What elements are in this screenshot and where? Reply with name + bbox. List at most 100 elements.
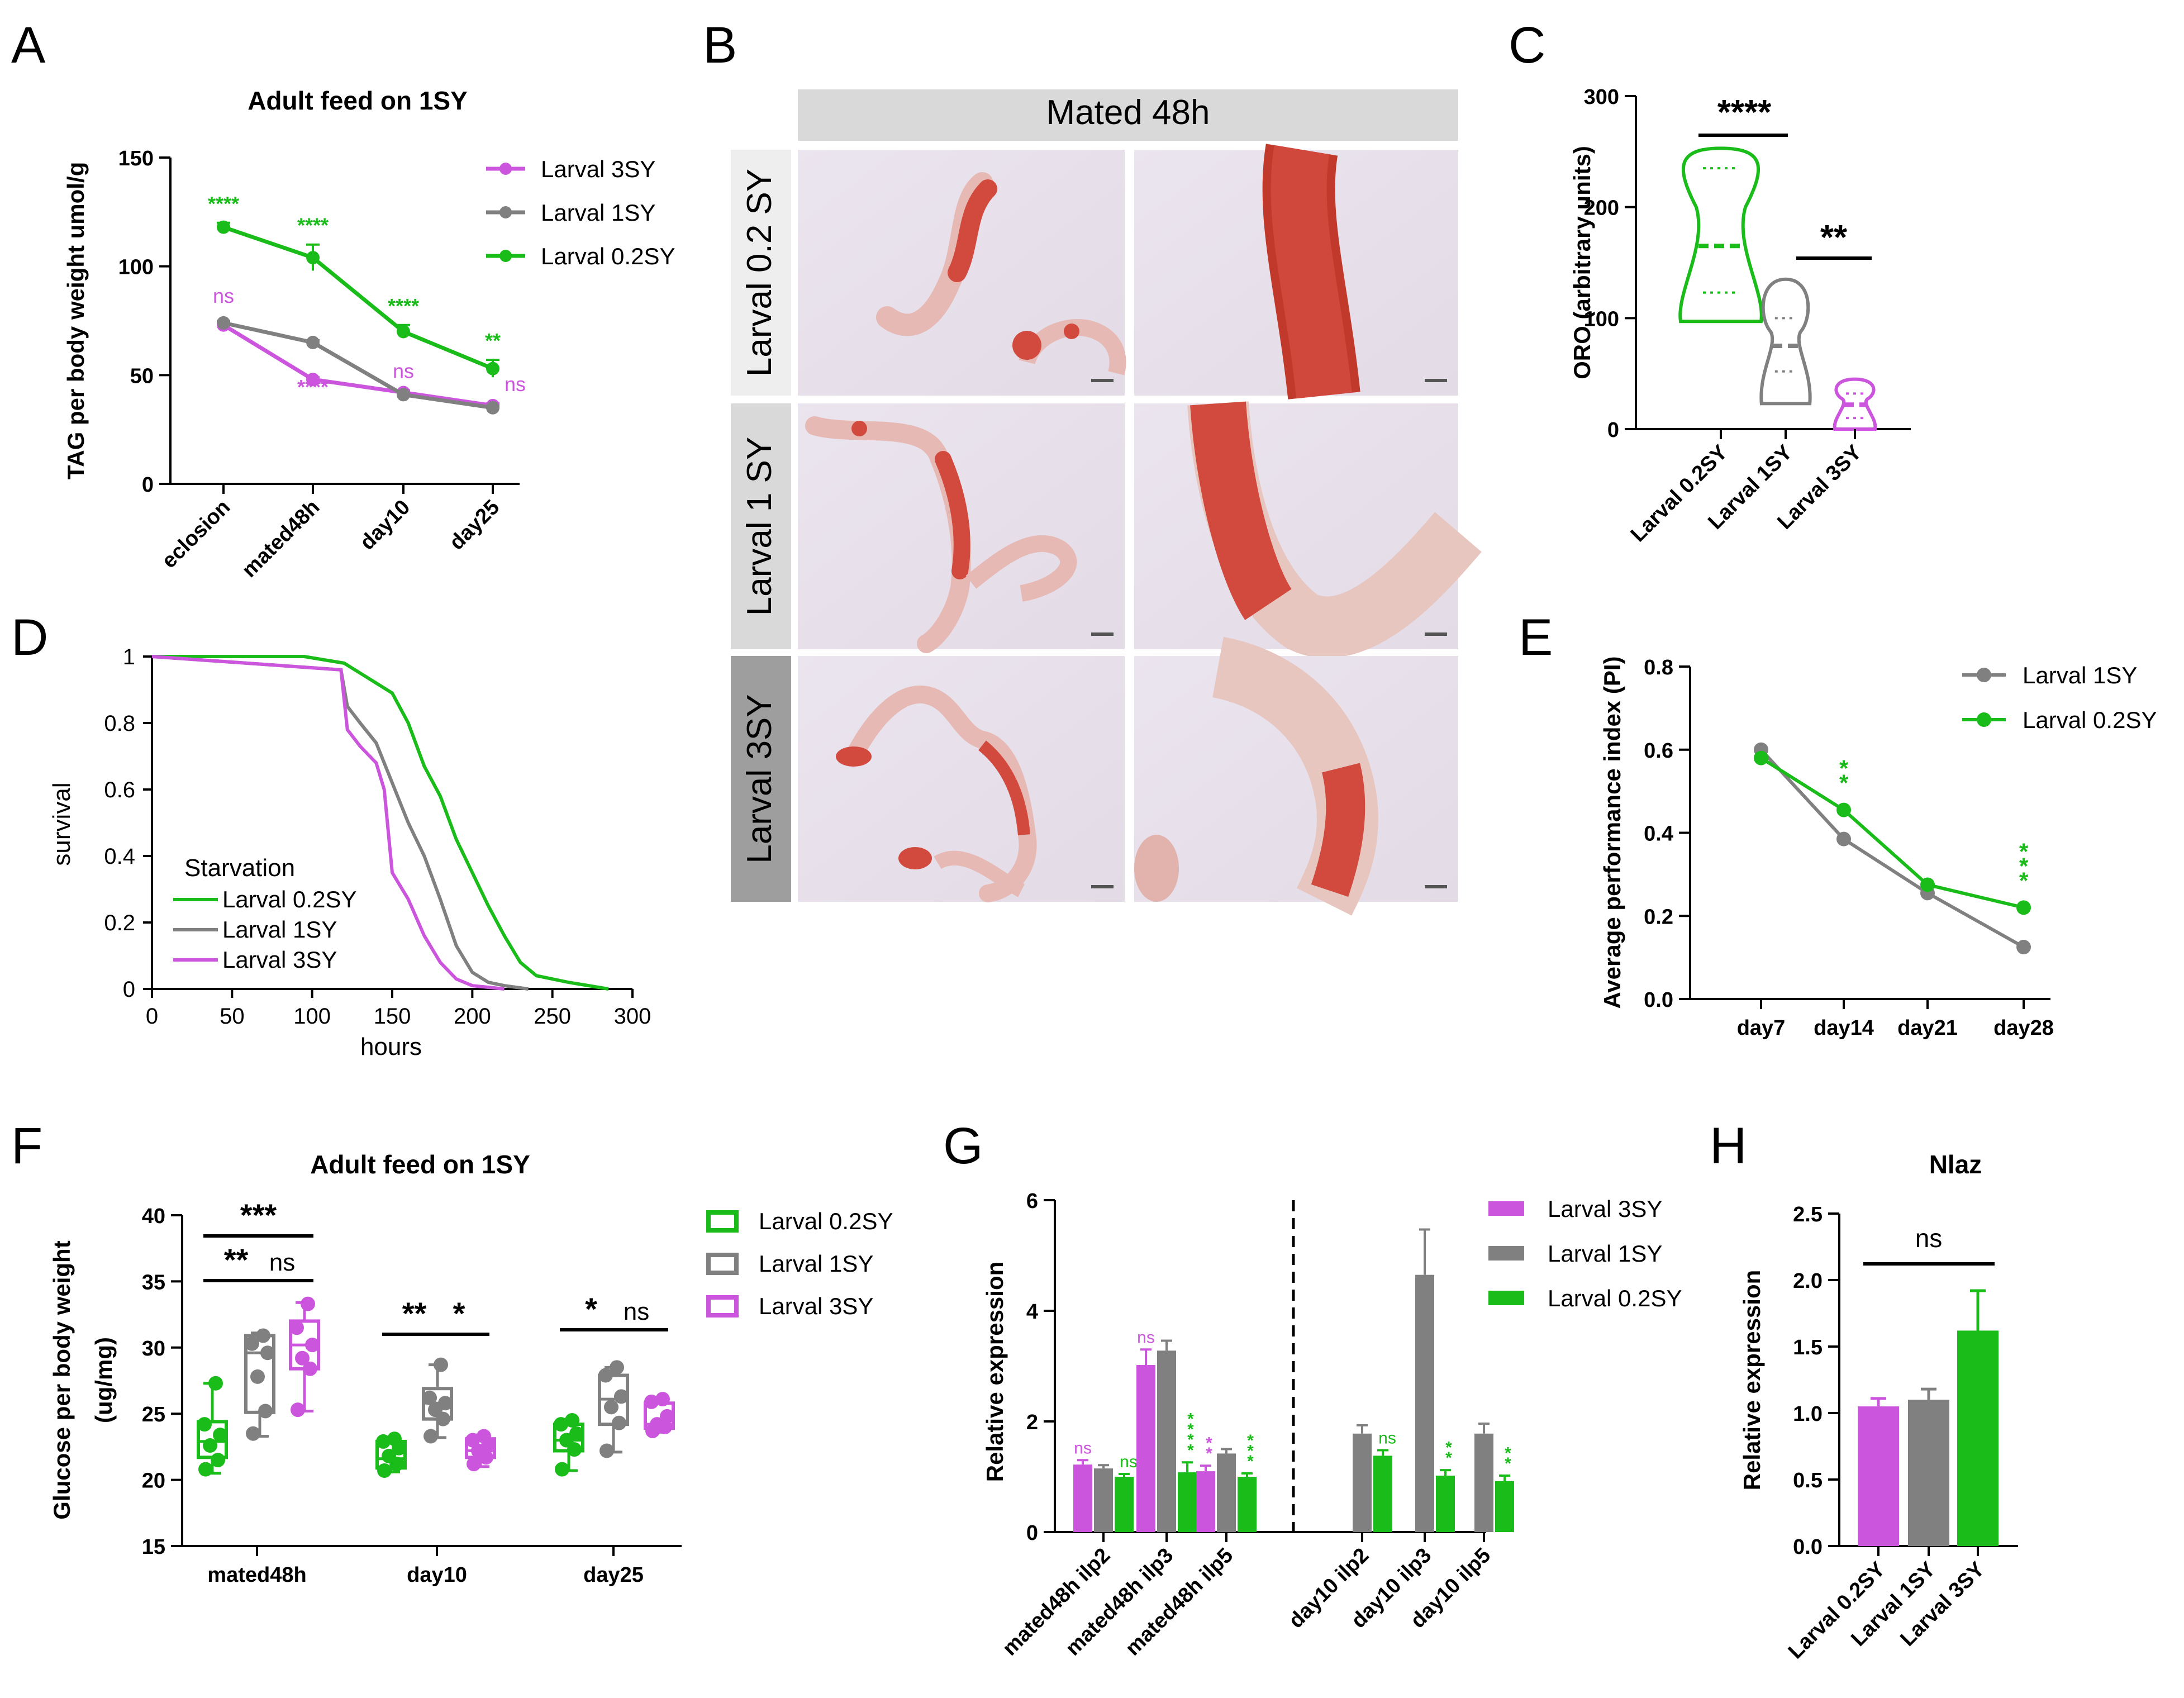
bar bbox=[1908, 1400, 1949, 1546]
significance-label: * bbox=[1187, 1431, 1194, 1449]
legend-marker bbox=[1977, 712, 1991, 727]
panel-label-f: F bbox=[11, 1117, 42, 1174]
y-tick-label: 200 bbox=[1584, 197, 1619, 220]
data-point bbox=[465, 1433, 480, 1448]
data-point bbox=[245, 1336, 259, 1351]
gut-stained-region bbox=[935, 451, 970, 579]
x-tick-label: 100 bbox=[293, 1004, 331, 1029]
y-axis-label: ORO (arbitrary units) bbox=[1569, 146, 1595, 379]
data-point bbox=[305, 1338, 320, 1353]
data-point bbox=[295, 1350, 310, 1366]
scale-bar bbox=[1425, 632, 1447, 636]
bar bbox=[1474, 1433, 1493, 1532]
violin-shape bbox=[1759, 277, 1812, 406]
data-point bbox=[2016, 900, 2031, 915]
significance-label: ns bbox=[624, 1298, 649, 1325]
data-point bbox=[197, 1417, 212, 1432]
gut-stained-region bbox=[898, 847, 932, 869]
scale-bar bbox=[1425, 885, 1447, 888]
y-tick-label: 20 bbox=[142, 1469, 165, 1493]
y-axis-label: Glucose per body weight bbox=[49, 1240, 75, 1519]
data-point bbox=[306, 373, 320, 387]
gut-tissue bbox=[934, 850, 1025, 897]
violin-shape bbox=[1678, 146, 1763, 324]
chart-title: Adult feed on 1SY bbox=[248, 86, 468, 115]
data-point bbox=[1920, 877, 1935, 892]
panel-label-b: B bbox=[703, 17, 737, 74]
panel-d-survival-chart: 0 0.2 0.4 0.6 0.8 1 0 50 100 150 200 250 300 survival… bbox=[48, 645, 651, 1060]
y-tick-label: 15 bbox=[142, 1535, 165, 1559]
panel-label-g: G bbox=[943, 1117, 983, 1174]
bar bbox=[1094, 1468, 1113, 1532]
gut-stained-region bbox=[1012, 331, 1041, 360]
x-tick-label: day28 bbox=[1993, 1016, 2054, 1040]
y-tick-label: 300 bbox=[1584, 85, 1619, 109]
legend-marker bbox=[499, 163, 512, 175]
x-tick-label: day10 bbox=[355, 496, 415, 555]
legend-marker bbox=[499, 250, 512, 262]
panel-a-tag-line-chart: Adult feed on 1SY 0 50 100 150 TAG per body w… bbox=[63, 86, 675, 582]
significance-label: * bbox=[2019, 853, 2029, 879]
x-tick-label: 50 bbox=[220, 1004, 245, 1029]
panel-label-e: E bbox=[1519, 609, 1553, 666]
x-tick-label: mated48h ilp5 bbox=[1121, 1544, 1238, 1661]
data-point bbox=[486, 362, 499, 375]
legend-label: Larval 0.2SY bbox=[1548, 1285, 1682, 1311]
y-tick-label: 0.8 bbox=[1644, 656, 1673, 679]
y-tick-label: 40 bbox=[142, 1205, 165, 1228]
data-point bbox=[198, 1462, 213, 1477]
data-point bbox=[377, 1463, 392, 1478]
y-tick-label: 1 bbox=[123, 645, 135, 669]
survival-curve bbox=[151, 655, 505, 991]
y-tick-label: 0 bbox=[1026, 1521, 1038, 1545]
data-point bbox=[650, 1417, 664, 1432]
legend-swatch bbox=[706, 1295, 739, 1318]
panel-h-nlaz-bar-chart: Nlaz 0.0 0.5 1.0 1.5 2.0 2.5 Relative expressio… bbox=[1739, 1150, 2018, 1663]
x-tick-label: mated48h ilp2 bbox=[998, 1544, 1115, 1661]
significance-label: * bbox=[2019, 867, 2029, 893]
legend-label: Larval 3SY bbox=[541, 156, 655, 182]
chart-title: Nlaz bbox=[1929, 1150, 1982, 1179]
y-tick-label: 0.8 bbox=[104, 711, 135, 736]
legend-label: Larval 0.2SY bbox=[222, 886, 356, 912]
y-tick-label: 50 bbox=[130, 364, 154, 388]
series-line-larval-0-2sy bbox=[222, 225, 494, 370]
significance-label: * bbox=[1839, 755, 1849, 782]
panel-e-performance-chart: 0.0 0.2 0.4 0.6 0.8 Average performance index… bbox=[1599, 656, 2157, 1040]
y-axis-label: survival bbox=[48, 782, 75, 865]
y-tick-label: 150 bbox=[118, 147, 154, 170]
significance-label: **** bbox=[297, 214, 329, 237]
legend-label: Larval 3SY bbox=[759, 1293, 873, 1319]
significance-label: * bbox=[1247, 1452, 1254, 1471]
data-point bbox=[258, 1404, 273, 1419]
legend-marker bbox=[499, 206, 512, 218]
y-tick-label: 2.0 bbox=[1793, 1269, 1823, 1293]
significance-label: * bbox=[1505, 1454, 1511, 1473]
data-point bbox=[211, 1453, 225, 1468]
gut-tissue bbox=[845, 685, 1037, 902]
y-tick-label: 0 bbox=[123, 977, 135, 1002]
series-line-larval-1sy bbox=[223, 321, 493, 410]
data-point bbox=[306, 335, 320, 349]
data-point bbox=[569, 1426, 584, 1441]
x-tick-label: mated48h bbox=[207, 1563, 306, 1587]
legend-label: Larval 1SY bbox=[1548, 1240, 1662, 1267]
y-tick-label: 0.0 bbox=[1644, 988, 1673, 1012]
scale-bar bbox=[1091, 379, 1114, 382]
legend-swatch bbox=[1488, 1291, 1524, 1305]
y-axis-label: TAG per body weight umol/g bbox=[63, 162, 89, 480]
x-tick-label: day25 bbox=[445, 496, 504, 555]
x-tick-label: day14 bbox=[1814, 1016, 1874, 1040]
data-point bbox=[1836, 831, 1851, 846]
x-tick-label: mated48h ilp3 bbox=[1061, 1544, 1178, 1661]
scale-bar bbox=[1091, 632, 1114, 636]
significance-label: * bbox=[1206, 1434, 1212, 1453]
bar bbox=[1136, 1365, 1155, 1532]
legend-label: Larval 3SY bbox=[222, 946, 337, 973]
data-point bbox=[555, 1462, 569, 1477]
annotation-label: Starvation bbox=[184, 854, 295, 882]
data-point bbox=[208, 1376, 223, 1391]
y-tick-label: 1.0 bbox=[1793, 1402, 1823, 1426]
y-axis-label: Relative expression bbox=[982, 1262, 1008, 1482]
bar bbox=[1353, 1433, 1372, 1532]
